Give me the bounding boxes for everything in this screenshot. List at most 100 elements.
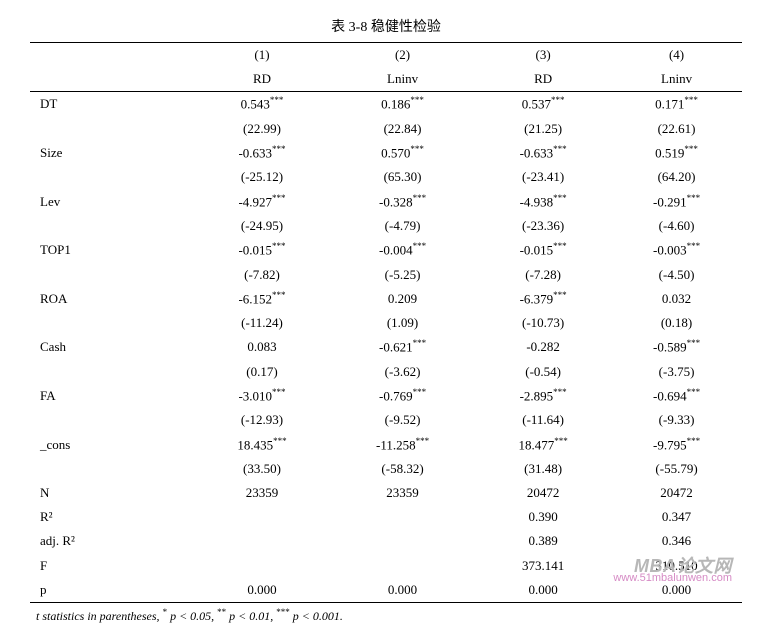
table-row: (33.50)(-58.32)(31.48)(-55.79): [30, 457, 742, 481]
tstat-cell: (0.17): [194, 360, 330, 384]
sig-stars: ***: [687, 436, 701, 446]
table-row: TOP1-0.015***-0.004***-0.015***-0.003***: [30, 238, 742, 262]
sig-stars: ***: [553, 241, 567, 251]
coef-value: 0.543: [241, 97, 270, 112]
tstat-cell: (-12.93): [194, 408, 330, 432]
coef-cell: 18.477***: [475, 433, 611, 457]
stat-cell: 0.347: [611, 505, 742, 529]
tstat-cell: (-5.25): [330, 263, 475, 287]
coef-value: -6.379: [520, 291, 554, 306]
coef-value: -0.633: [520, 145, 554, 160]
tstat-cell: (33.50): [194, 457, 330, 481]
row-label: Cash: [30, 335, 194, 359]
footnote-p1: p < 0.05,: [167, 609, 217, 623]
col2-num: (2): [330, 43, 475, 68]
sig-stars: ***: [272, 387, 286, 397]
sig-stars: ***: [273, 436, 287, 446]
coef-cell: 0.032: [611, 287, 742, 311]
coef-value: 0.570: [381, 145, 410, 160]
table-row: R² 0.3900.347: [30, 505, 742, 529]
row-label: F: [30, 554, 194, 578]
coef-value: 0.209: [388, 291, 417, 306]
coef-cell: 0.543***: [194, 92, 330, 117]
table-row: _cons18.435***-11.258***18.477***-9.795*…: [30, 433, 742, 457]
coef-cell: -0.769***: [330, 384, 475, 408]
sig-stars: ***: [687, 241, 701, 251]
sig-stars: ***: [553, 144, 567, 154]
sig-stars: ***: [553, 193, 567, 203]
watermark-url: www.51mbalunwen.com: [613, 572, 732, 584]
coef-value: -4.938: [520, 194, 554, 209]
tstat-cell: (1.09): [330, 311, 475, 335]
coef-value: -0.015: [520, 242, 554, 257]
tstat-cell: (31.48): [475, 457, 611, 481]
coef-cell: -0.004***: [330, 238, 475, 262]
coef-cell: -0.291***: [611, 190, 742, 214]
tstat-cell: (-11.24): [194, 311, 330, 335]
coef-value: 0.032: [662, 291, 691, 306]
table-row: (-7.82)(-5.25)(-7.28)(-4.50): [30, 263, 742, 287]
table-row: N23359233592047220472: [30, 481, 742, 505]
table-row: adj. R²0.3890.346: [30, 529, 742, 553]
col3-dep: RD: [475, 67, 611, 92]
row-label: Size: [30, 141, 194, 165]
coef-cell: -11.258***: [330, 433, 475, 457]
stat-cell: [330, 554, 475, 578]
stat-cell: 0.346: [611, 529, 742, 553]
sig-stars: ***: [272, 193, 286, 203]
stat-cell: 0.000: [475, 578, 611, 603]
tstat-cell: (65.30): [330, 165, 475, 189]
coef-cell: -0.589***: [611, 335, 742, 359]
coef-value: -0.004: [379, 242, 413, 257]
sig-stars: ***: [413, 241, 427, 251]
coef-value: -0.003: [653, 242, 687, 257]
tstat-cell: (-9.52): [330, 408, 475, 432]
coef-value: 0.519: [655, 145, 684, 160]
sig-stars: ***: [684, 95, 698, 105]
col4-dep: Lninv: [611, 67, 742, 92]
row-label: R²: [30, 505, 194, 529]
coef-value: -0.633: [238, 145, 272, 160]
coef-value: -0.694: [653, 388, 687, 403]
tstat-cell: (-55.79): [611, 457, 742, 481]
stat-cell: [330, 505, 475, 529]
tstat-cell: (-23.41): [475, 165, 611, 189]
row-label: N: [30, 481, 194, 505]
tstat-cell: (21.25): [475, 117, 611, 141]
coef-cell: -0.015***: [194, 238, 330, 262]
tstat-cell: (-24.95): [194, 214, 330, 238]
footnote-p3: p < 0.001.: [290, 609, 343, 623]
coef-cell: 0.537***: [475, 92, 611, 117]
coef-cell: -0.694***: [611, 384, 742, 408]
tstat-cell: (-7.28): [475, 263, 611, 287]
stat-cell: 0.390: [475, 505, 611, 529]
row-label: Lev: [30, 190, 194, 214]
coef-cell: -3.010***: [194, 384, 330, 408]
coef-value: -0.769: [379, 388, 413, 403]
col3-num: (3): [475, 43, 611, 68]
coef-cell: -0.003***: [611, 238, 742, 262]
sig-stars: ***: [413, 387, 427, 397]
sig-stars: ***: [553, 387, 567, 397]
coef-cell: 0.186***: [330, 92, 475, 117]
table-title: 表 3-8 稳健性检验: [30, 16, 742, 36]
tstat-cell: (0.18): [611, 311, 742, 335]
table-row: FA-3.010***-0.769***-2.895***-0.694***: [30, 384, 742, 408]
coef-cell: 18.435***: [194, 433, 330, 457]
coef-cell: -2.895***: [475, 384, 611, 408]
tstat-cell: (-10.73): [475, 311, 611, 335]
row-label: ROA: [30, 287, 194, 311]
sig-stars: ***: [413, 193, 427, 203]
stat-cell: 23359: [330, 481, 475, 505]
table-row: (22.99)(22.84)(21.25)(22.61): [30, 117, 742, 141]
table-row: Size-0.633***0.570***-0.633***0.519***: [30, 141, 742, 165]
coef-cell: -0.328***: [330, 190, 475, 214]
table-row: Lev-4.927***-0.328***-4.938***-0.291***: [30, 190, 742, 214]
table-row: ROA-6.152***0.209-6.379***0.032: [30, 287, 742, 311]
table-row: (-12.93)(-9.52)(-11.64)(-9.33): [30, 408, 742, 432]
sig-stars: ***: [413, 338, 427, 348]
stat-cell: 23359: [194, 481, 330, 505]
stat-cell: 0.000: [194, 578, 330, 603]
tstat-cell: (22.61): [611, 117, 742, 141]
row-label: adj. R²: [30, 529, 194, 553]
